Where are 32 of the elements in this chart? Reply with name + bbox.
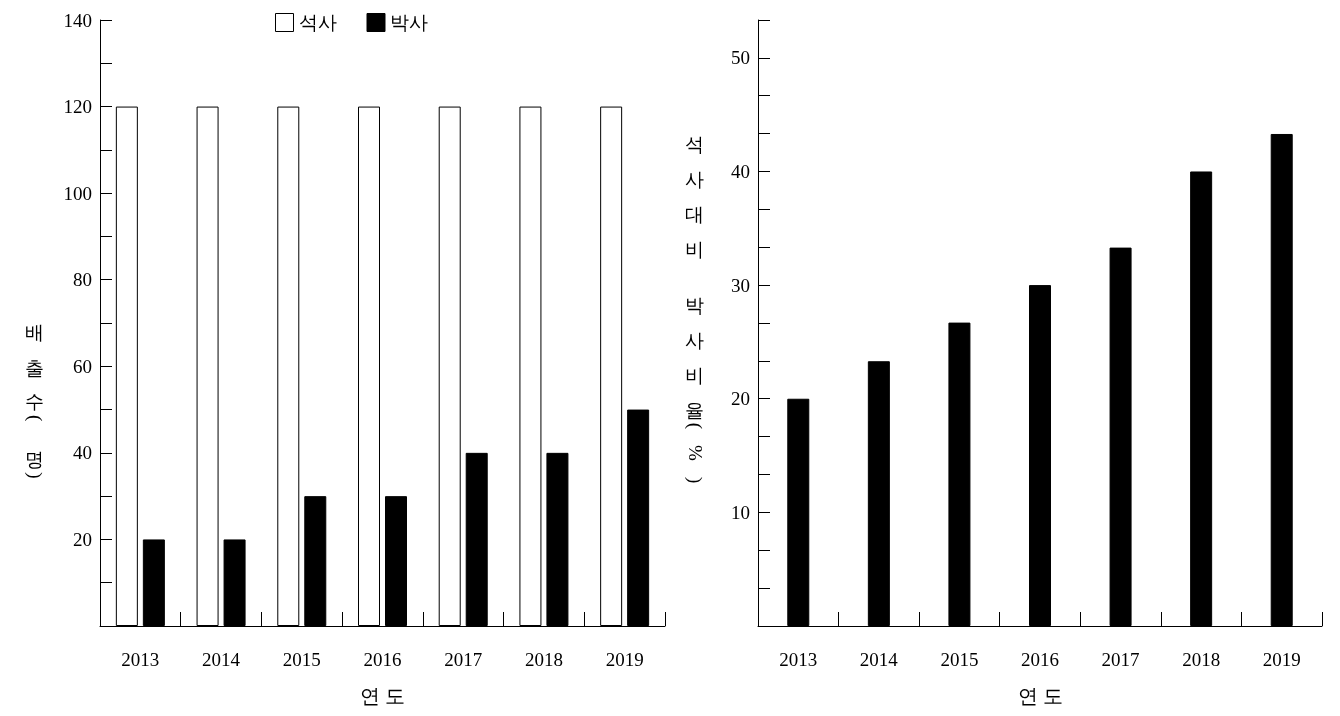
y-tick-label: 40 [731,160,750,182]
y-tick-label: 140 [63,9,92,31]
x-tick-label: 2014 [202,649,241,670]
y-tick-label: 120 [63,96,92,118]
y-tick-label: 20 [731,388,750,410]
y-tick-label: 80 [73,269,92,291]
y-tick-label: 60 [73,355,92,377]
x-tick-label: 2017 [1101,649,1140,670]
y-tick-label: 40 [73,442,92,464]
x-tick-label: 2019 [1262,649,1301,670]
x-tick-label: 2019 [605,649,644,670]
x-tick-label: 2014 [859,649,899,670]
x-tick-label: 2015 [940,649,979,670]
x-axis-title: 연 도 [1017,685,1063,707]
y-axis-title: 석사대비 박사비율(%) [684,122,707,500]
x-tick-label: 2015 [282,649,321,670]
x-tick-label: 2013 [121,649,160,670]
y-tick-label: 20 [73,528,92,550]
x-tick-label: 2016 [363,649,402,670]
x-axis-title: 연 도 [360,685,405,707]
y-tick-label: 50 [731,47,750,69]
legend-label: 박사 [390,12,428,33]
x-tick-label: 2016 [1021,649,1059,670]
y-axis-title: 배출수(명) [24,310,47,495]
y-tick-label: 100 [63,182,92,204]
y-tick-label: 30 [731,274,750,296]
legend-label: 석사 [298,12,337,33]
x-tick-label: 2018 [1182,649,1221,670]
x-tick-label: 2018 [524,649,563,670]
y-tick-label: 10 [731,501,750,523]
x-tick-label: 2013 [779,649,818,670]
x-tick-label: 2017 [444,649,483,670]
